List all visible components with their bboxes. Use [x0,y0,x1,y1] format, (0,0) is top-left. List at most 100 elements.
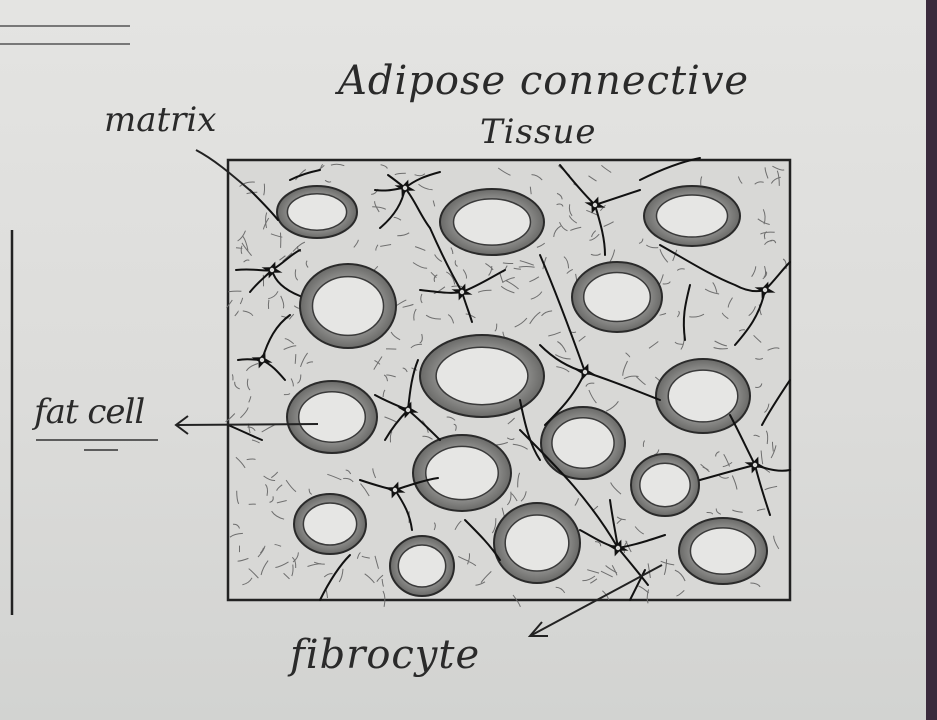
matrix-fibre [616,516,626,521]
matrix-fibre [512,594,521,607]
matrix-fibre [659,249,669,263]
matrix-fibre [738,329,746,332]
fat-cell-lumen-11 [639,462,691,508]
matrix-fibre [660,560,675,566]
matrix-fibre [589,233,600,241]
fat-cell-lumen-1 [286,193,348,231]
matrix-fibre [282,252,293,262]
matrix-fibre [659,312,667,316]
matrix-fibre [242,577,253,586]
matrix-fibre [578,335,586,342]
matrix-fibre [242,236,249,251]
matrix-fibre [263,475,276,482]
matrix-fibre [276,484,283,491]
matrix-fibre [591,230,597,238]
matrix-fibre [767,347,780,351]
matrix-fibre [308,488,313,495]
matrix-fibre [446,271,456,285]
matrix-fibre [290,378,294,387]
matrix-fibre [676,590,685,597]
matrix-fibre [386,374,396,378]
matrix-fibre [274,544,282,547]
matrix-fibre [770,176,781,184]
matrix-fibre [737,176,743,184]
matrix-fibre [234,310,239,317]
matrix-fibre [520,491,527,502]
matrix-fibre [760,450,764,465]
matrix-fibre [542,256,547,270]
matrix-fibre [563,256,570,269]
matrix-fibre [645,244,659,249]
matrix-fibre [485,262,494,271]
matrix-fibre [772,165,785,171]
matrix-fibre [410,343,423,349]
matrix-fibre [494,323,498,332]
fat-cell-label: fat cell [34,392,145,432]
matrix-fibre [715,451,720,457]
fibrocyte-arrow [527,564,663,637]
matrix-fibre [625,540,632,553]
matrix-fibre [506,437,515,440]
matrix-fibre [361,555,370,559]
matrix-fibre [773,535,780,550]
matrix-fibre [468,561,477,567]
matrix-fibre [246,458,256,461]
matrix-fibre [714,340,727,347]
fibrocyte-network [227,157,791,601]
matrix-fibre [566,268,574,274]
matrix-fibre [225,413,236,423]
matrix-fibre [763,265,767,278]
matrix-fibre [414,173,426,177]
matrix-fibre [764,485,778,491]
matrix-fibre [475,581,486,586]
matrix-fibre [292,241,306,252]
matrix-fibre [422,435,433,440]
matrix-fibre [723,454,730,467]
matrix-fibre [587,569,600,574]
matrix-fibre [748,306,756,317]
matrix-fibre [418,183,433,191]
matrix-fibre [511,493,518,502]
matrix-fibre [394,172,406,176]
matrix-fibre [353,239,359,248]
matrix-fibre [776,170,780,186]
matrix-fibre [588,389,597,404]
matrix-fibre [243,259,250,263]
matrix-fibre [360,483,370,497]
fibrocyte-label: fibrocyte [290,632,481,678]
matrix-fibre [271,510,285,520]
fat-cell-lumen-6 [435,346,529,406]
matrix-fibre [568,215,578,224]
matrix-fibre [662,281,671,285]
matrix-fibre [732,509,743,513]
matrix-fibre [756,508,766,512]
fat-cell-underline [36,439,158,451]
fibrocyte-nucleus-5 [762,287,768,293]
matrix-fibre [248,568,259,579]
matrix-fibre [229,532,243,538]
matrix-fibre [239,181,255,187]
fat-cell-lumen-4 [311,275,385,337]
matrix-fibre [531,174,543,181]
matrix-fibre [414,246,426,251]
fibrocyte-nucleus-8 [405,407,411,413]
matrix-fibre [635,376,646,386]
matrix-fibre [704,288,720,295]
matrix-pointer-line [195,149,253,193]
matrix-fibre [556,203,564,207]
matrix-fibre [507,417,515,425]
matrix-fibre [324,179,332,183]
matrix-fibre [228,290,242,293]
matrix-fibre [512,443,528,450]
matrix-fibre [502,262,514,265]
matrix-fibre [280,295,285,309]
matrix-fibre [269,496,274,503]
matrix-fibre [279,255,286,261]
matrix-fibre [285,479,297,493]
matrix-fibre [446,416,456,421]
fat-cell-lumen-3 [655,194,729,238]
matrix-fibre [434,254,443,263]
matrix-fibre [245,363,259,372]
matrix-fibre [750,582,761,588]
matrix-fibre [754,181,764,185]
